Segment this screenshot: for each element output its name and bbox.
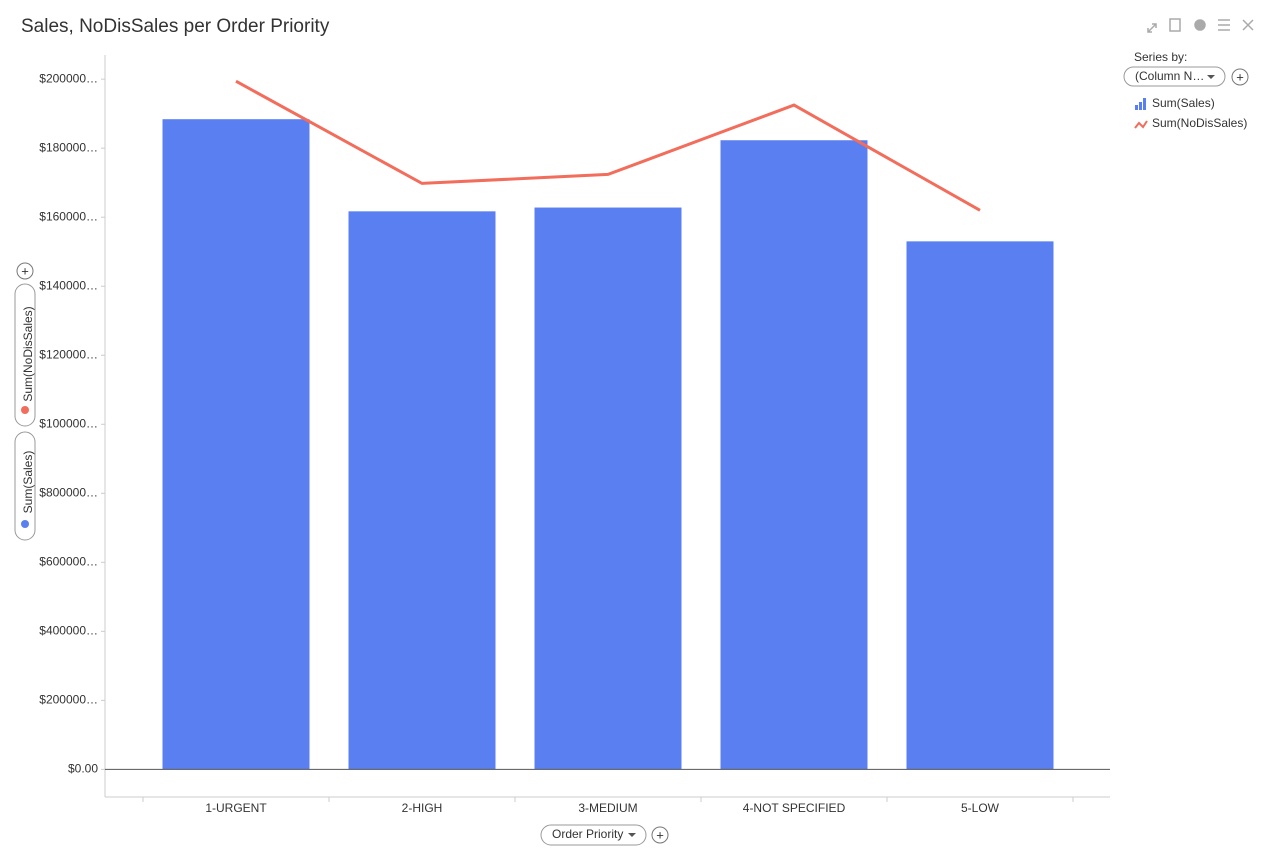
y-selector-label[interactable]: Sum(Sales) [21, 451, 35, 514]
legend-swatch [1143, 98, 1146, 110]
y-selector[interactable] [14, 283, 36, 427]
y-tick-label: $400000… [39, 624, 98, 638]
y-axis-selectors: + Sum(NoDisSales) Sum(Sales) [14, 262, 36, 541]
expand-icon[interactable] [1147, 23, 1157, 33]
add-icon: + [21, 263, 29, 278]
line [235, 79, 981, 212]
bar [720, 140, 868, 770]
legend-label: Sum(NoDisSales) [1152, 116, 1247, 130]
x-tick-label: 1-URGENT [205, 801, 267, 815]
settings-icon[interactable] [1194, 19, 1206, 31]
y-tick-label: $100000… [39, 416, 98, 430]
legend-swatch [1134, 120, 1148, 129]
y-tick-label: $180000… [39, 140, 98, 154]
bar [906, 241, 1054, 770]
close-icon[interactable] [1242, 19, 1254, 31]
y-tick-label: $200000… [39, 71, 98, 85]
x-tick-label: 3-MEDIUM [578, 801, 637, 815]
legend: Sum(Sales) Sum(NoDisSales) [1134, 96, 1247, 130]
y-tick-label: $600000… [39, 554, 98, 568]
series-by-value[interactable]: (Column N… [1135, 69, 1204, 83]
series-by-selector[interactable] [1123, 66, 1226, 87]
legend-swatch [1135, 105, 1138, 110]
dropdown-arrow [628, 833, 636, 837]
bar [534, 207, 682, 770]
add-button[interactable] [651, 826, 669, 844]
legend-swatch [1139, 102, 1142, 110]
y-selector-label[interactable]: Sum(NoDisSales) [21, 306, 35, 401]
series-by-label: Series by: [1134, 50, 1187, 64]
notes-icon[interactable] [1169, 18, 1181, 32]
add-button[interactable] [1231, 68, 1249, 86]
x-tick-label: 4-NOT SPECIFIED [743, 801, 846, 815]
y-tick-label: $0.00 [68, 762, 98, 776]
bar [348, 211, 496, 770]
y-selector-dot [21, 406, 29, 414]
y-selector[interactable] [14, 431, 36, 541]
x-tick-label: 5-LOW [961, 801, 1000, 815]
add-button[interactable] [16, 262, 34, 280]
dropdown-arrow [1207, 75, 1215, 79]
y-tick-label: $200000… [39, 693, 98, 707]
x-selector[interactable] [540, 824, 647, 846]
toolbar[interactable] [1147, 18, 1254, 33]
y-tick-label: $800000… [39, 485, 98, 499]
add-icon: + [1236, 69, 1244, 84]
x-axis-label[interactable]: Order Priority [552, 827, 623, 841]
bar [162, 119, 310, 770]
legend-label: Sum(Sales) [1152, 96, 1215, 110]
y-tick-label: $140000… [39, 278, 98, 292]
y-selector-dot [21, 520, 29, 528]
y-tick-label: $160000… [39, 209, 98, 223]
x-tick-label: 2-HIGH [402, 801, 443, 815]
add-icon: + [656, 827, 664, 842]
y-tick-label: $120000… [39, 347, 98, 361]
chart-title: Sales, NoDisSales per Order Priority [21, 16, 330, 37]
legend-icon[interactable] [1218, 19, 1230, 31]
